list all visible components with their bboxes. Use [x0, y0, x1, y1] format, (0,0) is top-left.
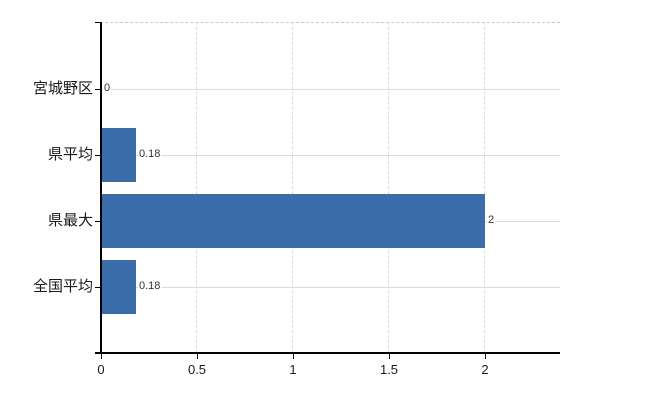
y-axis-tick	[95, 155, 100, 156]
row-gridline	[100, 89, 560, 90]
plot-top-border	[100, 22, 560, 23]
y-axis-tick	[95, 287, 100, 288]
x-axis-tick-label: 1	[289, 362, 297, 377]
y-axis-tick	[95, 89, 100, 90]
bar-value-label: 0	[103, 82, 112, 95]
x-axis-line	[95, 352, 560, 354]
bar-value-label: 0.18	[138, 280, 162, 293]
y-axis-top-tick	[95, 22, 100, 23]
bar	[101, 194, 485, 248]
x-axis-tick	[293, 354, 294, 359]
y-axis-line	[100, 22, 102, 353]
bar-value-label: 2	[487, 214, 496, 227]
category-label: 県最大	[47, 212, 93, 229]
bar-value-label: 0.18	[138, 148, 162, 161]
bar	[101, 128, 136, 182]
x-axis-tick-label: 1.5	[379, 362, 399, 377]
x-axis-tick	[101, 354, 102, 359]
x-axis-tick-label: 0.5	[187, 362, 207, 377]
bar	[101, 260, 136, 314]
vertical-gridline	[196, 22, 197, 353]
x-axis-tick-label: 2	[481, 362, 489, 377]
category-label: 全国平均	[32, 278, 93, 295]
y-axis-tick	[95, 221, 100, 222]
vertical-gridline	[484, 22, 485, 353]
vertical-gridline	[388, 22, 389, 353]
x-axis-tick-label: 0	[97, 362, 105, 377]
vertical-gridline	[292, 22, 293, 353]
x-axis-tick	[389, 354, 390, 359]
x-axis-tick	[197, 354, 198, 359]
x-axis-tick	[485, 354, 486, 359]
row-gridline	[100, 287, 560, 288]
row-gridline	[100, 155, 560, 156]
category-label: 宮城野区	[32, 80, 93, 97]
category-label: 県平均	[47, 146, 93, 163]
